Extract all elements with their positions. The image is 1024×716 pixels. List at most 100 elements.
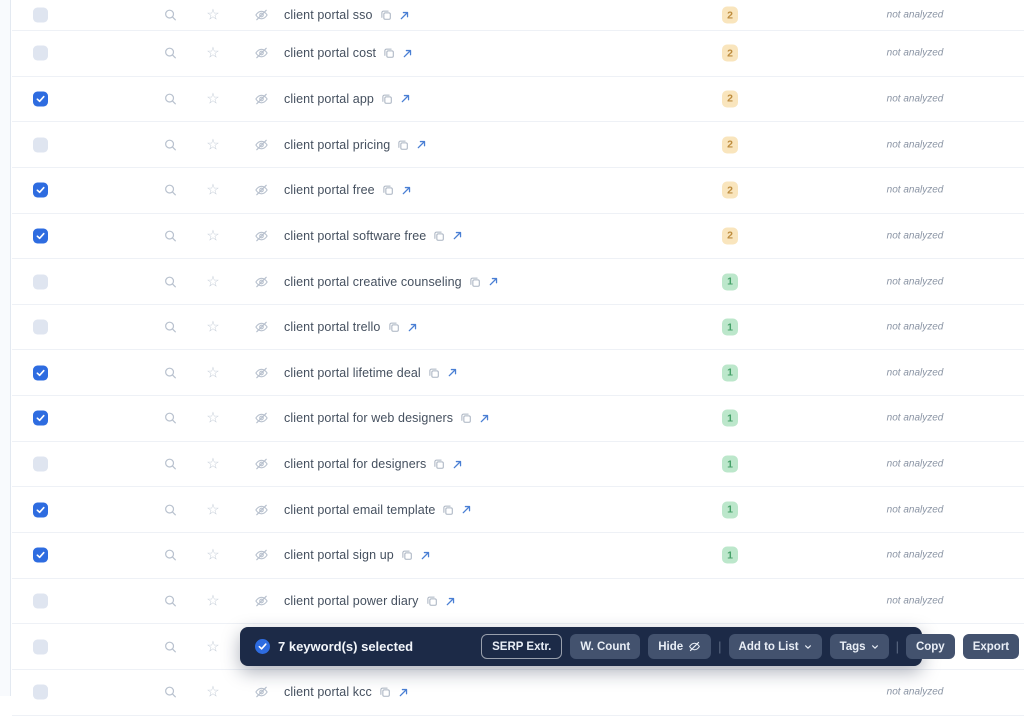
external-link-icon[interactable] (479, 413, 490, 424)
search-icon[interactable] (160, 138, 180, 151)
copy-icon[interactable] (379, 686, 391, 698)
external-link-icon[interactable] (445, 596, 456, 607)
search-icon[interactable] (160, 366, 180, 379)
copy-icon[interactable] (388, 321, 400, 333)
star-icon[interactable]: ☆ (206, 409, 220, 427)
copy-icon[interactable] (428, 367, 440, 379)
star-icon[interactable]: ☆ (206, 227, 220, 245)
eye-off-icon[interactable] (250, 548, 272, 563)
keyword-text[interactable]: client portal trello (284, 320, 381, 335)
search-icon[interactable] (160, 686, 180, 699)
external-link-icon[interactable] (407, 322, 418, 333)
external-link-icon[interactable] (452, 230, 463, 241)
search-icon[interactable] (160, 640, 180, 653)
row-checkbox[interactable] (33, 684, 48, 700)
search-icon[interactable] (160, 229, 180, 242)
external-link-icon[interactable] (420, 550, 431, 561)
external-link-icon[interactable] (401, 185, 412, 196)
copy-icon[interactable] (397, 139, 409, 151)
eye-off-icon[interactable] (250, 46, 272, 61)
external-link-icon[interactable] (416, 139, 427, 150)
row-checkbox[interactable] (33, 639, 48, 655)
copy-icon[interactable] (469, 276, 481, 288)
row-checkbox[interactable] (33, 593, 48, 609)
star-icon[interactable]: ☆ (206, 364, 220, 382)
star-icon[interactable]: ☆ (206, 136, 220, 154)
search-icon[interactable] (160, 92, 180, 105)
external-link-icon[interactable] (398, 687, 409, 698)
eye-off-icon[interactable] (250, 365, 272, 380)
selection-checkbox[interactable] (255, 639, 270, 654)
keyword-text[interactable]: client portal sign up (284, 548, 394, 563)
row-checkbox[interactable] (33, 7, 48, 23)
eye-off-icon[interactable] (250, 91, 272, 106)
eye-off-icon[interactable] (250, 8, 272, 23)
keyword-text[interactable]: client portal creative counseling (284, 274, 462, 289)
copy-icon[interactable] (460, 412, 472, 424)
hide-button[interactable]: Hide (648, 634, 712, 659)
star-icon[interactable]: ☆ (206, 501, 220, 519)
keyword-text[interactable]: client portal email template (284, 502, 436, 517)
row-checkbox[interactable] (33, 182, 48, 198)
eye-off-icon[interactable] (250, 594, 272, 609)
external-link-icon[interactable] (402, 48, 413, 59)
star-icon[interactable]: ☆ (206, 273, 220, 291)
star-icon[interactable]: ☆ (206, 455, 220, 473)
external-link-icon[interactable] (447, 367, 458, 378)
eye-off-icon[interactable] (250, 685, 272, 700)
serp-extract-button[interactable]: SERP Extr. (481, 634, 563, 659)
eye-off-icon[interactable] (250, 502, 272, 517)
copy-button[interactable]: Copy (905, 634, 955, 659)
row-checkbox[interactable] (33, 91, 48, 107)
keyword-text[interactable]: client portal app (284, 91, 374, 106)
copy-icon[interactable] (401, 549, 413, 561)
search-icon[interactable] (160, 275, 180, 288)
keyword-text[interactable]: client portal kcc (284, 685, 372, 700)
copy-icon[interactable] (442, 504, 454, 516)
eye-off-icon[interactable] (250, 411, 272, 426)
keyword-text[interactable]: client portal free (284, 183, 375, 198)
eye-off-icon[interactable] (250, 183, 272, 198)
row-checkbox[interactable] (33, 456, 48, 472)
search-icon[interactable] (160, 412, 180, 425)
star-icon[interactable]: ☆ (206, 592, 220, 610)
row-checkbox[interactable] (33, 502, 48, 518)
search-icon[interactable] (160, 595, 180, 608)
keyword-text[interactable]: client portal sso (284, 8, 373, 22)
external-link-icon[interactable] (452, 459, 463, 470)
copy-icon[interactable] (382, 184, 394, 196)
search-icon[interactable] (160, 47, 180, 60)
star-icon[interactable]: ☆ (206, 683, 220, 701)
row-checkbox[interactable] (33, 228, 48, 244)
copy-icon[interactable] (433, 230, 445, 242)
search-icon[interactable] (160, 184, 180, 197)
copy-icon[interactable] (383, 47, 395, 59)
external-link-icon[interactable] (400, 93, 411, 104)
external-link-icon[interactable] (461, 504, 472, 515)
keyword-text[interactable]: client portal software free (284, 228, 427, 243)
add-to-list-button[interactable]: Add to List (728, 634, 822, 659)
row-checkbox[interactable] (33, 547, 48, 563)
row-checkbox[interactable] (33, 137, 48, 153)
search-icon[interactable] (160, 321, 180, 334)
tags-button[interactable]: Tags (829, 634, 889, 659)
row-checkbox[interactable] (33, 45, 48, 61)
copy-icon[interactable] (426, 595, 438, 607)
word-count-button[interactable]: W. Count (570, 634, 641, 659)
row-checkbox[interactable] (33, 274, 48, 290)
search-icon[interactable] (160, 458, 180, 471)
star-icon[interactable]: ☆ (206, 318, 220, 336)
star-icon[interactable]: ☆ (206, 90, 220, 108)
eye-off-icon[interactable] (250, 274, 272, 289)
export-button[interactable]: Export (962, 634, 1020, 659)
copy-icon[interactable] (380, 9, 392, 21)
star-icon[interactable]: ☆ (206, 638, 220, 656)
eye-off-icon[interactable] (250, 228, 272, 243)
star-icon[interactable]: ☆ (206, 546, 220, 564)
eye-off-icon[interactable] (250, 457, 272, 472)
eye-off-icon[interactable] (250, 320, 272, 335)
keyword-text[interactable]: client portal for designers (284, 457, 427, 472)
search-icon[interactable] (160, 503, 180, 516)
search-icon[interactable] (160, 9, 180, 22)
keyword-text[interactable]: client portal cost (284, 46, 377, 61)
